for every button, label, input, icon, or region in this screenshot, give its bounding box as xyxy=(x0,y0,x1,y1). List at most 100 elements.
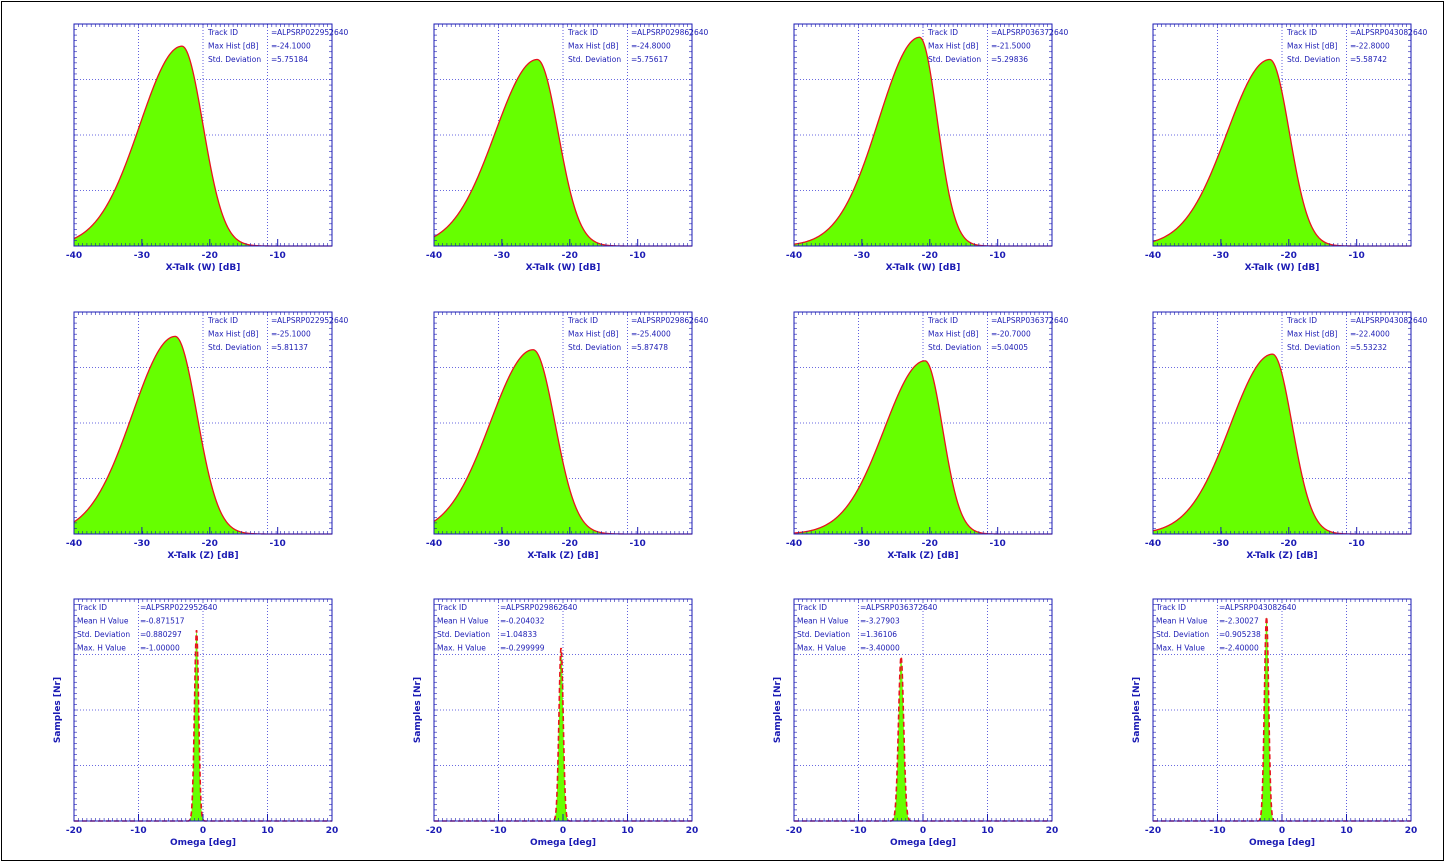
panel-xtalk-z-1: -40 -30 -20 -10X-Talk (Z) [dB]Track ID = ALPS… xyxy=(66,311,349,561)
panel-xtalk-w-1: -40 -30 -20 -10X-Talk (W) [dB]Track ID = ALPS… xyxy=(66,23,349,273)
x-tick-label: -10 xyxy=(990,251,1006,261)
x-tick-label: -10 xyxy=(1349,539,1365,549)
histogram-area xyxy=(794,360,1052,534)
x-axis-label: X-Talk (W) [dB] xyxy=(1245,263,1320,273)
x-tick-label: -40 xyxy=(66,251,82,261)
stat-value: -1.00000 xyxy=(146,644,180,653)
x-tick-label: -10 xyxy=(1349,251,1365,261)
stat-value: 1.36106 xyxy=(866,630,897,639)
stat-label: Max Hist [dB] xyxy=(568,42,619,51)
x-tick-label: -10 xyxy=(850,826,866,836)
stat-value: 0.880297 xyxy=(146,630,182,639)
y-axis-label: Samples [Nr] xyxy=(1132,677,1142,743)
x-axis-label: Omega [deg] xyxy=(1249,838,1315,848)
panel-xtalk-w-4: -40 -30 -20 -10X-Talk (W) [dB]Track ID = ALPS… xyxy=(1145,23,1428,273)
plot-grid xyxy=(74,599,332,821)
stat-separator: = xyxy=(1350,330,1356,339)
histogram-area xyxy=(794,37,1052,246)
stat-label: Std. Deviation xyxy=(208,343,261,352)
axis-minor-ticks xyxy=(74,599,332,821)
x-tick-label: -20 xyxy=(66,826,82,836)
axis-minor-ticks xyxy=(1153,24,1411,246)
plot-grid xyxy=(794,599,1052,821)
stat-label: Track ID xyxy=(1286,316,1317,325)
stat-value: -22.8000 xyxy=(1356,42,1390,51)
stat-value: -2.40000 xyxy=(1225,644,1259,653)
histogram-area xyxy=(794,656,1052,821)
stat-label: Std. Deviation xyxy=(568,55,621,64)
stat-label: Max Hist [dB] xyxy=(208,330,259,339)
x-tick-label: -30 xyxy=(1213,251,1229,261)
stat-separator: = xyxy=(1219,617,1225,626)
stat-separator: = xyxy=(1219,603,1225,612)
panel-omega-4: -20 -10 0 10 20 Omega [deg] Samples [Nr] Track … xyxy=(1132,598,1417,848)
stat-separator: = xyxy=(631,42,637,51)
x-tick-label: -10 xyxy=(130,826,146,836)
stat-separator: = xyxy=(271,316,277,325)
stat-separator: = xyxy=(500,644,506,653)
axis-minor-ticks xyxy=(794,24,1052,246)
x-tick-label: -30 xyxy=(854,251,870,261)
stat-value: -24.1000 xyxy=(277,42,311,51)
x-tick-label: -30 xyxy=(134,251,150,261)
fit-curve-line xyxy=(794,656,1052,822)
stat-label: Track ID xyxy=(927,28,958,37)
x-tick-label: -20 xyxy=(1145,826,1161,836)
stat-separator: = xyxy=(271,343,277,352)
x-axis-label: Omega [deg] xyxy=(170,838,236,848)
y-axis-label: Samples [Nr] xyxy=(53,677,63,743)
x-tick-label: -10 xyxy=(490,826,506,836)
x-tick-label: -20 xyxy=(562,251,578,261)
x-axis-label: Omega [deg] xyxy=(530,838,596,848)
stat-value: 0.905238 xyxy=(1225,630,1261,639)
stat-separator: = xyxy=(1350,42,1356,51)
x-tick-label: -40 xyxy=(1145,539,1161,549)
stat-separator: = xyxy=(271,330,277,339)
x-tick-label: -30 xyxy=(1213,539,1229,549)
stat-separator: = xyxy=(1350,343,1356,352)
stat-label: Max Hist [dB] xyxy=(1287,330,1338,339)
stat-label: Std. Deviation xyxy=(208,55,261,64)
stat-value: ALPSRP029862640 xyxy=(637,28,709,37)
x-tick-label: -10 xyxy=(270,539,286,549)
stat-separator: = xyxy=(631,330,637,339)
stat-separator: = xyxy=(140,603,146,612)
stat-value: -0.204032 xyxy=(506,617,545,626)
x-tick-label: 0 xyxy=(1279,826,1285,836)
stat-label: Max Hist [dB] xyxy=(928,42,979,51)
panel-xtalk-w-2: -40 -30 -20 -10X-Talk (W) [dB]Track ID = ALPS… xyxy=(426,23,709,273)
x-axis-label: X-Talk (Z) [dB] xyxy=(1246,551,1317,561)
stat-label: Track ID xyxy=(567,316,598,325)
stat-value: -25.1000 xyxy=(277,330,311,339)
stat-separator: = xyxy=(631,343,637,352)
stat-label: Track ID xyxy=(76,603,107,612)
x-tick-label: -30 xyxy=(494,251,510,261)
x-axis-label: Omega [deg] xyxy=(890,838,956,848)
x-tick-label: -40 xyxy=(426,539,442,549)
stat-value: 5.75617 xyxy=(637,55,668,64)
x-tick-label: -40 xyxy=(786,251,802,261)
x-tick-label: -20 xyxy=(786,826,802,836)
stat-value: ALPSRP022952640 xyxy=(277,316,349,325)
panel-omega-2: -20 -10 0 10 20 Omega [deg] Samples [Nr] Track … xyxy=(413,598,698,848)
y-axis-label: Samples [Nr] xyxy=(773,677,783,743)
stat-label: Track ID xyxy=(207,28,238,37)
stat-value: -3.27903 xyxy=(866,617,900,626)
x-tick-label: 10 xyxy=(981,826,994,836)
stat-separator: = xyxy=(1350,316,1356,325)
x-tick-label: -20 xyxy=(1281,251,1297,261)
stat-label: Mean H Value xyxy=(437,617,489,626)
stat-label: Max. H Value xyxy=(1156,644,1205,653)
stat-separator: = xyxy=(500,617,506,626)
x-tick-label: 20 xyxy=(1046,826,1059,836)
stat-label: Std. Deviation xyxy=(437,630,490,639)
stat-value: ALPSRP043082640 xyxy=(1225,603,1297,612)
